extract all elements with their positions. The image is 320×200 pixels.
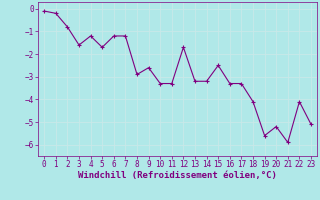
X-axis label: Windchill (Refroidissement éolien,°C): Windchill (Refroidissement éolien,°C)	[78, 171, 277, 180]
